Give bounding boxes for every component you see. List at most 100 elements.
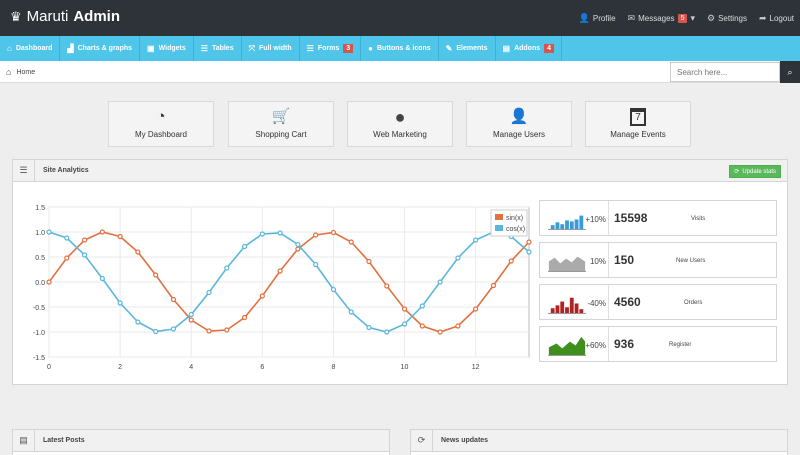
profile-link[interactable]: 👤 Profile [579, 13, 616, 24]
news-updates-panel: ⟳ News updates [410, 429, 788, 455]
nav-item-dashboard[interactable]: ⌂ Dashboard [0, 36, 61, 61]
quick-action-label: Manage Users [492, 130, 546, 139]
data-point [348, 309, 354, 315]
data-point [455, 323, 461, 329]
messages-link[interactable]: ✉ Messages 5 ▾ [628, 13, 695, 24]
data-point [153, 272, 159, 278]
nav-item-elements[interactable]: ✎ Elements [439, 36, 496, 61]
dashboard-icon: ◔ [156, 108, 166, 125]
data-point [437, 279, 443, 285]
nav-item-widgets[interactable]: ▣ Widgets [140, 36, 194, 61]
quick-action-manage-users[interactable]: 👤 Manage Users [466, 101, 572, 147]
nav-item-label: Buttons & icons [377, 45, 431, 52]
data-point [224, 265, 230, 271]
stat-visits: +10% 15598 Visits [539, 200, 777, 236]
stat-value: 15598 [614, 211, 648, 225]
nav-item-label: Dashboard [15, 45, 53, 52]
analytics-chart: 1.5 1.0 0.5 0.0 -0.5 -1.0 -1.50 2 4 6 8 10 12 sin(x) c… [33, 205, 532, 371]
x-tick-label: 10 [401, 364, 409, 371]
nav-item-label: Addons [514, 45, 541, 52]
data-point [170, 296, 177, 303]
quick-action-manage-events[interactable]: 7 Manage Events [585, 101, 691, 147]
data-point [419, 303, 425, 309]
stat-register: +60% 936 Register [539, 326, 777, 362]
logout-link[interactable]: ➦ Logout [759, 13, 794, 24]
legend-swatch [495, 225, 503, 231]
data-point [135, 319, 141, 325]
envelope-icon: ✉ [627, 12, 636, 23]
nav-badge: 3 [343, 44, 354, 53]
data-point [81, 252, 88, 258]
gear-icon: ⚙ [707, 12, 716, 23]
share-icon: ➦ [758, 12, 767, 23]
data-point [99, 275, 105, 282]
nav-item-tables[interactable]: ☰ Tables [194, 36, 242, 61]
data-point [366, 324, 372, 331]
quick-action-web-marketing[interactable]: ● Web Marketing [347, 101, 453, 147]
data-point [330, 229, 337, 236]
data-point [366, 258, 372, 265]
latest-posts-panel: ▤ Latest Posts [12, 429, 390, 455]
nav-item-buttons-icons[interactable]: ● Buttons & icons [361, 36, 439, 61]
data-point [401, 306, 408, 312]
data-point [473, 306, 479, 312]
nav-item-label: Tables [211, 45, 234, 52]
nav-item-addons[interactable]: ▤ Addons 4 [496, 36, 563, 61]
file-icon: ▤ [13, 429, 35, 452]
data-point [401, 321, 408, 327]
refresh-icon: ⟳ [411, 429, 433, 452]
quick-action-label: Manage Events [610, 130, 666, 139]
y-tick-label: 1.5 [35, 205, 45, 212]
breadcrumb[interactable]: ⌂ Home [6, 67, 35, 77]
user-icon: 👤 [578, 12, 590, 23]
settings-link[interactable]: ⚙ Settings [707, 13, 747, 24]
stat-label: Orders [684, 300, 703, 306]
stat-change: +10% [585, 215, 606, 224]
panel-header: ▤ Latest Posts [13, 429, 389, 452]
quick-action-my-dashboard[interactable]: ◔ My Dashboard [108, 101, 214, 147]
stat-change: +60% [585, 341, 606, 350]
top-header: ♛ Maruti Admin 👤 Profile ✉ Messages 5 ▾ … [0, 0, 800, 36]
x-tick-label: 12 [472, 364, 480, 371]
breadcrumb-bar: ⌂ Home [0, 61, 800, 83]
quick-action-label: Web Marketing [373, 130, 427, 139]
panel-header: ☰ Site Analytics ⟳ Update stats [13, 159, 787, 182]
nav-item-charts-graphs[interactable]: ▟ Charts & graphs [60, 36, 141, 61]
panel-title: Latest Posts [43, 437, 85, 444]
list-icon: ☰ [13, 159, 35, 182]
globe-icon: ● [394, 107, 406, 127]
header-menu: 👤 Profile ✉ Messages 5 ▾ ⚙ Settings ➦ Lo… [579, 0, 794, 36]
calendar-icon: 7 [630, 108, 646, 126]
search-input[interactable] [670, 62, 780, 82]
legend-label: sin(x) [506, 215, 523, 222]
brand-logo[interactable]: ♛ Maruti Admin [10, 8, 120, 25]
data-point [526, 239, 532, 245]
x-tick-label: 8 [331, 364, 335, 371]
stat-label: Register [669, 342, 692, 348]
nav-badge: 4 [544, 44, 555, 53]
panel-title: Site Analytics [43, 167, 89, 174]
data-point [206, 289, 212, 296]
x-tick-label: 0 [47, 364, 51, 371]
search-button[interactable]: ⌕ [780, 61, 800, 83]
user-icon: 👤 [509, 108, 529, 125]
update-stats-button[interactable]: ⟳ Update stats [729, 165, 781, 178]
quick-action-shopping-cart[interactable]: 🛒 Shopping Cart [228, 101, 334, 147]
tint-icon: ● [368, 44, 373, 53]
stat-label: New Users [676, 258, 706, 264]
data-point [81, 237, 88, 243]
stat-new-users: 10% 150 New Users [539, 242, 777, 278]
sparkline [548, 297, 586, 314]
data-point [46, 229, 52, 235]
nav-item-label: Full width [259, 45, 292, 52]
data-point [188, 311, 194, 318]
data-point [384, 283, 390, 289]
data-point [295, 241, 301, 248]
stat-value: 936 [614, 337, 635, 351]
data-point [419, 323, 425, 329]
stat-change: 10% [589, 257, 606, 266]
nav-item-forms[interactable]: ☰ Forms 3 [300, 36, 362, 61]
nav-item-full-width[interactable]: ⤧ Full width [242, 36, 300, 61]
file-icon: ▤ [502, 44, 511, 53]
brand-name-light: Maruti [26, 8, 69, 25]
